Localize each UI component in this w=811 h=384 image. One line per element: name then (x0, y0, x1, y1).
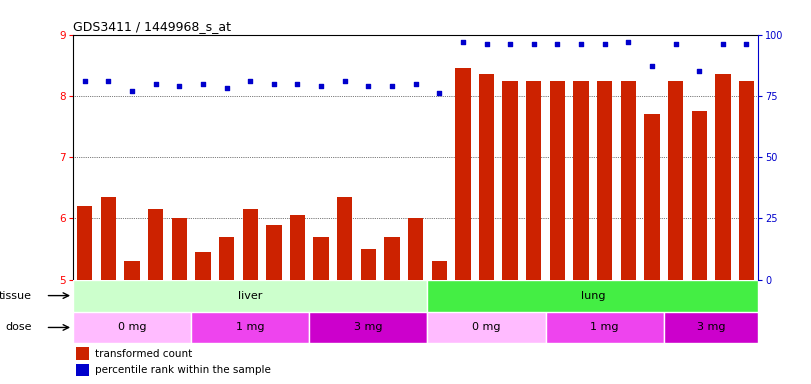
Point (149, 81, 162, 87)
Bar (242, 209, 258, 280)
Text: GDS3411 / 1449968_s_at: GDS3411 / 1449968_s_at (73, 20, 231, 33)
Text: 0 mg: 0 mg (472, 323, 500, 333)
Text: liver: liver (238, 291, 263, 301)
Point (693, 68, 706, 74)
Text: lung: lung (581, 291, 605, 301)
Bar (644, 114, 659, 280)
Text: percentile rank within the sample: percentile rank within the sample (95, 365, 271, 375)
Bar (739, 81, 754, 280)
Bar (361, 249, 376, 280)
Point (740, 41, 753, 48)
Bar (692, 111, 707, 280)
Point (338, 78, 351, 84)
Bar (172, 218, 187, 280)
Bar (195, 252, 211, 280)
Text: 3 mg: 3 mg (697, 323, 725, 333)
Bar (266, 225, 281, 280)
Point (102, 78, 115, 84)
Point (291, 81, 304, 87)
Point (716, 41, 729, 48)
Point (410, 81, 423, 87)
Bar (715, 74, 731, 280)
Bar (550, 81, 565, 280)
Text: 1 mg: 1 mg (590, 323, 619, 333)
Point (504, 41, 517, 48)
Point (457, 39, 470, 45)
Bar (408, 218, 423, 280)
Bar (478, 74, 494, 280)
Point (362, 83, 375, 89)
Point (574, 41, 587, 48)
Point (196, 81, 209, 87)
Bar (620, 81, 636, 280)
Bar (101, 197, 116, 280)
Bar (313, 237, 328, 280)
Bar (427, 311, 546, 343)
Text: dose: dose (6, 323, 32, 333)
Bar (191, 311, 309, 343)
Bar (337, 197, 353, 280)
Point (315, 83, 328, 89)
Bar (73, 280, 427, 311)
Bar (309, 311, 427, 343)
Bar (573, 81, 589, 280)
Point (527, 41, 540, 48)
Point (433, 90, 446, 96)
Bar (526, 81, 542, 280)
Point (599, 41, 611, 48)
Text: 3 mg: 3 mg (354, 323, 383, 333)
Bar (124, 261, 139, 280)
Bar (431, 261, 447, 280)
Text: tissue: tissue (0, 291, 32, 301)
Point (646, 63, 659, 70)
Point (79, 78, 92, 84)
Point (268, 81, 281, 87)
Text: 0 mg: 0 mg (118, 323, 146, 333)
Bar (668, 81, 683, 280)
Point (551, 41, 564, 48)
Bar (219, 237, 234, 280)
Text: 1 mg: 1 mg (236, 323, 264, 333)
Bar (77, 206, 92, 280)
Point (622, 39, 635, 45)
Point (220, 85, 233, 91)
Point (126, 88, 139, 94)
Bar (546, 311, 663, 343)
Bar (455, 68, 470, 280)
Bar (290, 215, 305, 280)
Bar (73, 311, 191, 343)
Point (669, 41, 682, 48)
Point (385, 83, 398, 89)
Bar (427, 280, 758, 311)
Bar (148, 209, 163, 280)
Bar (597, 81, 612, 280)
Bar (663, 311, 758, 343)
Point (480, 41, 493, 48)
Point (244, 78, 257, 84)
Bar (384, 237, 400, 280)
Bar (76, 364, 88, 376)
Bar (76, 347, 88, 360)
Point (173, 83, 186, 89)
Bar (503, 81, 518, 280)
Text: transformed count: transformed count (95, 349, 192, 359)
